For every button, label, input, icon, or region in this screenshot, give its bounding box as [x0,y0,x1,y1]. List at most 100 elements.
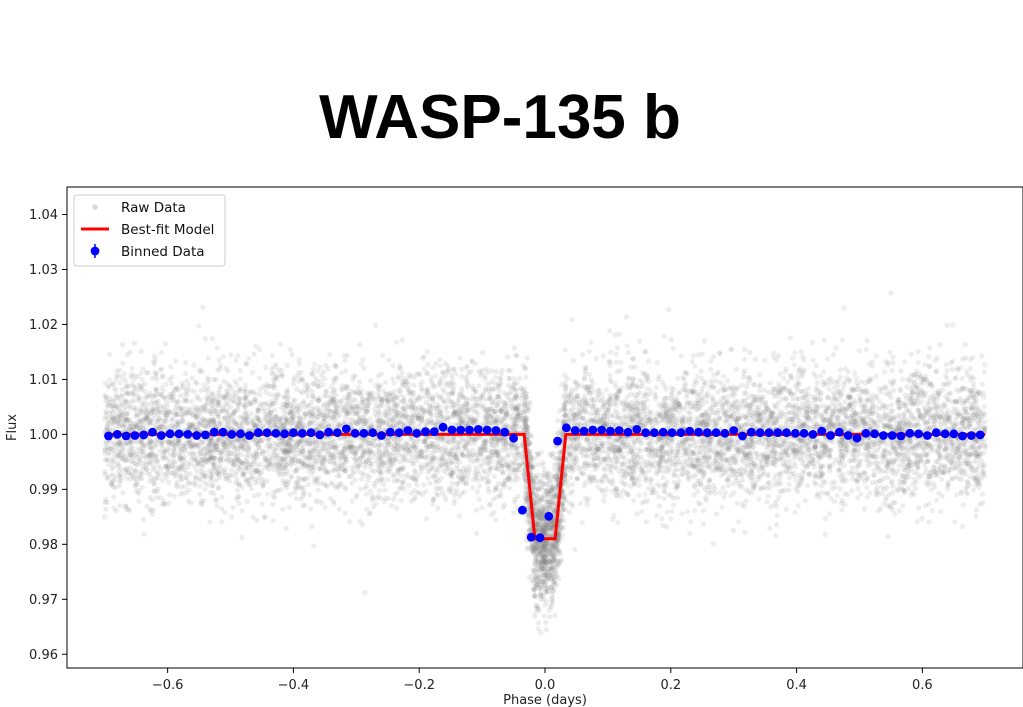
raw-data-point [230,504,236,510]
raw-data-point [237,396,243,402]
raw-data-point [209,335,215,342]
raw-data-point [824,394,831,400]
raw-data-point [443,496,449,503]
raw-data-point [229,460,235,466]
raw-data-point [544,562,550,568]
raw-data-point [853,386,859,392]
raw-data-point [294,410,300,416]
raw-data-point [586,349,592,355]
raw-data-point [617,368,623,374]
raw-data-point [179,447,185,453]
raw-data-point [780,488,786,494]
raw-data-point [752,382,758,388]
raw-data-point [253,448,259,454]
raw-data-point [960,523,966,530]
raw-data-point [352,462,358,468]
raw-data-point [867,490,873,496]
raw-data-point [510,384,516,390]
raw-data-point [572,547,578,553]
raw-data-point [607,400,613,407]
raw-data-point [493,369,500,375]
raw-data-point [745,395,751,401]
raw-data-point [709,402,715,408]
raw-data-point [147,494,153,501]
raw-data-point [237,467,244,473]
raw-data-point [486,448,492,454]
raw-data-point [522,416,528,422]
raw-data-point [905,376,911,382]
raw-data-point [719,504,725,510]
raw-data-point [425,370,431,376]
raw-data-point [944,367,950,373]
raw-data-point [109,466,115,472]
raw-data-point [224,381,231,387]
raw-data-point [540,554,547,560]
raw-data-point [656,494,662,500]
raw-data-point [631,404,637,411]
raw-data-point [220,441,226,448]
raw-data-point [819,473,825,479]
raw-data-point [518,415,524,421]
raw-data-point [172,424,178,430]
raw-data-point [722,451,728,457]
raw-data-point [103,496,109,502]
raw-data-point [911,398,918,404]
raw-data-point [393,411,399,417]
raw-data-point [243,361,250,367]
raw-data-point [277,456,283,462]
raw-data-point [364,390,371,396]
raw-data-point [427,442,433,449]
raw-data-point [982,419,988,425]
raw-data-point [896,463,903,469]
raw-data-point [359,454,365,460]
raw-data-point [933,369,940,375]
raw-data-point [323,389,329,395]
raw-data-point [546,588,552,595]
raw-data-point [716,439,722,445]
raw-data-point [832,484,839,490]
raw-data-point [791,391,797,397]
raw-data-point [237,367,243,374]
raw-data-point [906,392,912,398]
raw-data-point [620,453,626,459]
raw-data-point [489,437,495,443]
raw-data-point [782,487,788,493]
raw-data-point [971,395,977,401]
raw-data-point [775,353,782,359]
raw-data-point [464,439,470,445]
raw-data-point [173,482,179,488]
raw-data-point [922,390,928,396]
raw-data-point [519,395,525,402]
raw-data-point [563,411,569,418]
raw-data-point [822,479,828,485]
raw-data-point [176,440,182,446]
raw-data-point [103,506,109,512]
raw-data-point [131,340,137,346]
raw-data-point [419,387,425,394]
raw-data-point [635,455,641,461]
raw-data-point [568,408,574,414]
raw-data-point [550,544,556,550]
raw-data-point [657,464,663,470]
raw-data-point [773,437,779,443]
raw-data-point [509,442,515,448]
raw-data-point [286,479,292,485]
raw-data-point [950,322,956,328]
raw-data-point [619,461,625,467]
raw-data-point [837,466,844,472]
raw-data-point [890,354,896,360]
raw-data-point [159,366,165,372]
raw-data-point [981,394,987,400]
raw-data-point [884,441,890,448]
raw-data-point [120,375,126,381]
raw-data-point [660,455,666,461]
raw-data-point [981,369,987,375]
raw-data-point [391,397,397,403]
raw-data-point [423,454,429,460]
raw-data-point [294,442,300,448]
raw-data-point [473,451,479,457]
raw-data-point [913,368,920,374]
raw-data-point [384,447,390,454]
raw-data-point [920,415,926,421]
raw-data-point [874,464,881,470]
